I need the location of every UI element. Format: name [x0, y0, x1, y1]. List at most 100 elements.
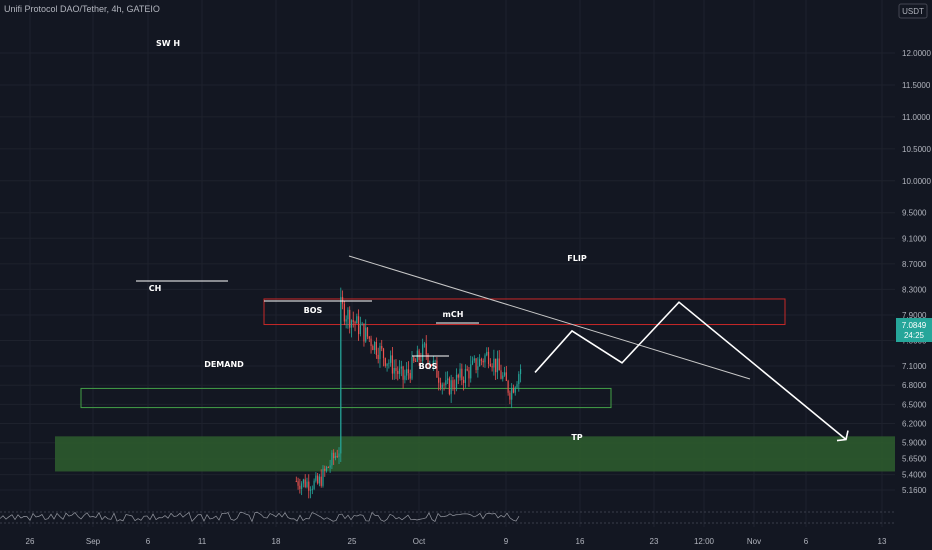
candle-body-56 — [395, 367, 397, 371]
candle-body-62 — [406, 369, 408, 376]
candle-body-21 — [333, 452, 335, 459]
candle-body-122 — [512, 387, 515, 393]
mini-choch-label: mCH — [443, 310, 464, 319]
time-tick-2: 6 — [146, 537, 151, 546]
candle-body-69 — [418, 350, 420, 360]
candle-body-8 — [309, 489, 312, 491]
tp-zone-label: TP — [571, 433, 582, 442]
price-tick-14: 6.2000 — [902, 420, 927, 429]
candle-body-93 — [461, 368, 463, 380]
choch-label: CH — [149, 284, 162, 293]
candle-body-80 — [438, 377, 440, 383]
price-tick-1: 11.5000 — [902, 81, 931, 90]
candle-body-2 — [299, 485, 301, 489]
candle-body-30 — [349, 309, 351, 328]
candle-body-51 — [386, 363, 388, 366]
candle-body-45 — [375, 341, 377, 355]
oscillator-pane — [0, 511, 895, 524]
time-tick-12: 6 — [804, 537, 809, 546]
candle-body-83 — [443, 384, 445, 386]
price-tick-16: 5.6500 — [902, 455, 927, 464]
candle-body-101 — [475, 358, 477, 370]
candle-body-85 — [447, 378, 449, 381]
time-tick-5: 25 — [348, 537, 357, 546]
candle-body-61 — [404, 375, 406, 380]
candle-body-66 — [413, 357, 415, 362]
candle-body-79 — [436, 360, 438, 378]
candle-body-100 — [473, 358, 475, 361]
candle-body-7 — [308, 481, 310, 491]
candle-body-26 — [341, 296, 344, 304]
candle-body-1 — [297, 481, 299, 486]
candle-body-76 — [430, 364, 433, 366]
candle-body-35 — [358, 316, 360, 335]
candle-body-0 — [295, 481, 297, 482]
candle-body-125 — [518, 374, 520, 385]
candle-body-89 — [454, 387, 456, 389]
bos-label-2: BOS — [419, 362, 438, 371]
candle-body-54 — [391, 355, 394, 374]
candle-body-64 — [409, 373, 411, 379]
price-axis: 12.0000 11.5000 11.0000 10.5000 10.0000 9.500… — [902, 49, 931, 495]
candle-body-81 — [439, 382, 442, 388]
time-tick-10: 12:00 — [694, 537, 715, 546]
candle-body-42 — [370, 338, 372, 347]
candle-body-70 — [420, 359, 422, 361]
candle-body-13 — [318, 476, 321, 484]
candle-body-65 — [411, 357, 413, 379]
currency-button[interactable]: USDT — [898, 3, 928, 19]
candle-body-47 — [379, 345, 381, 360]
candle-body-91 — [457, 374, 459, 378]
price-tick-12: 6.8000 — [902, 381, 927, 390]
candle-body-53 — [390, 355, 392, 363]
time-tick-9: 23 — [650, 537, 659, 546]
candle-body-11 — [315, 475, 317, 481]
candle-body-106 — [484, 355, 486, 363]
candle-body-41 — [368, 336, 370, 339]
osc-line — [0, 511, 520, 523]
candle-body-4 — [302, 479, 305, 484]
price-tick-3: 10.5000 — [902, 145, 931, 154]
price-tick-6: 9.1000 — [902, 234, 927, 243]
candle-body-37 — [361, 323, 363, 326]
price-tick-18: 5.1600 — [902, 486, 927, 495]
candle-body-117 — [503, 372, 506, 376]
candle-body-111 — [493, 358, 495, 368]
candle-body-52 — [388, 362, 390, 364]
candle-body-29 — [347, 309, 349, 320]
candle-body-48 — [381, 345, 383, 349]
candle-body-119 — [507, 380, 509, 393]
candle-body-94 — [463, 379, 465, 383]
candle-body-72 — [423, 343, 426, 345]
projection-path — [534, 301, 847, 441]
candle-body-102 — [477, 366, 479, 370]
candle-body-24 — [338, 453, 340, 457]
candle-body-113 — [496, 358, 499, 373]
candle-body-59 — [400, 366, 402, 369]
candle-body-77 — [432, 360, 434, 366]
candle-body-107 — [486, 351, 488, 356]
candle-body-23 — [336, 455, 338, 457]
price-tick-0: 12.0000 — [902, 49, 931, 58]
price-tick-8: 8.3000 — [902, 285, 927, 294]
candles — [295, 287, 522, 499]
candle-body-36 — [359, 325, 361, 335]
time-tick-0: 26 — [26, 537, 35, 546]
candle-body-95 — [464, 369, 466, 383]
swing-high-label: SW H — [156, 39, 180, 48]
current-price-label: 7.0849 24:25 — [896, 318, 932, 342]
bar-countdown: 24:25 — [904, 331, 925, 340]
candle-body-38 — [363, 323, 365, 342]
time-tick-11: Nov — [747, 537, 761, 546]
candle-body-98 — [470, 364, 472, 379]
candle-body-88 — [452, 380, 454, 388]
candle-body-31 — [350, 320, 353, 328]
candle-body-96 — [466, 369, 468, 371]
candle-body-20 — [331, 452, 333, 466]
projection-arrowhead — [836, 430, 849, 442]
candle-body-84 — [445, 380, 447, 385]
price-tick-15: 5.9000 — [902, 439, 927, 448]
time-tick-4: 18 — [272, 537, 281, 546]
time-tick-8: 16 — [576, 537, 585, 546]
